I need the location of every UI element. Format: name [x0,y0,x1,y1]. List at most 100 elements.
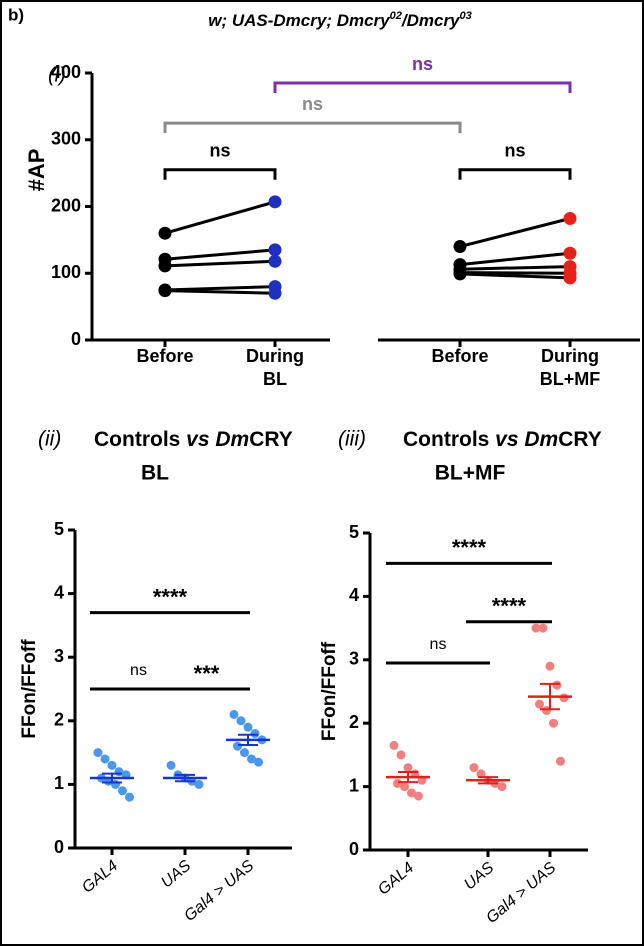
x-tick-label: GAL4 [375,859,417,898]
x-tick-label: Gal4 > UAS [181,857,257,925]
point [549,718,558,728]
significance-label: ns [302,94,323,114]
pair-line [164,285,276,292]
y-axis-label: FFon/FFoff [19,639,40,739]
point [233,741,242,751]
point [118,786,127,796]
pair-line [164,200,276,235]
x-tick-label: Before [136,346,193,366]
significance-bracket [273,81,572,94]
error-bar [398,771,418,784]
point [268,195,282,209]
pair-line [164,289,276,295]
point [243,722,253,732]
point [400,782,409,792]
error-bar [540,682,560,711]
y-tick-label: 2 [349,712,359,732]
title-part: Controls [94,428,186,451]
group-label: BL [263,369,287,389]
significance-label: *** [194,661,220,686]
title-part: vs [495,428,518,451]
y-tick-label: 0 [71,329,81,349]
significance-label: **** [153,584,188,609]
point [250,729,260,739]
y-axis-label: FFon/FFoff [319,641,340,741]
y-tick-label: 1 [54,773,64,793]
title-part: /Dmcry [401,11,461,30]
point [229,709,239,719]
pair-line [459,217,571,249]
point [453,240,467,254]
y-tick-label: 1 [349,775,359,795]
y-tick-label: 400 [51,62,81,82]
significance-label: ns [504,141,525,161]
pair-line [459,251,571,267]
point [469,763,479,773]
chart-subtitle: BL+MF [435,462,506,485]
title-part: w; UAS-Dmcry; Dmcry [208,11,391,30]
panel-number: (ii) [38,428,61,451]
point [559,693,569,703]
x-tick-label: Gal4 > UAS [483,859,559,927]
title-part: 03 [460,10,472,22]
y-axis-label: #AP [24,149,49,192]
point [538,623,548,633]
point [407,788,416,798]
point [268,254,282,268]
point [236,716,246,726]
point [531,623,541,633]
y-tick-label: 0 [349,839,359,859]
y-tick-label: 5 [54,519,64,539]
panel-number: (i) [48,64,66,86]
error-bar [238,733,258,746]
pair-line [459,265,571,271]
chart-subtitle: BL [141,462,169,485]
error-bar [478,776,498,785]
y-tick-label: 200 [51,195,81,215]
point [453,267,467,281]
point [535,699,544,709]
x-tick-label: During [541,346,599,366]
significance-label: ns [209,141,230,161]
point [107,760,117,770]
point [158,259,172,273]
point [545,661,555,671]
x-tick-label: Before [431,346,488,366]
pair-line [459,272,571,280]
point [396,750,406,760]
x-tick-label: UAS [158,857,194,891]
point [240,748,249,758]
pair-line [164,259,276,268]
point [125,792,134,802]
chart-title: Controls vs DmCRY [94,428,293,451]
point [563,271,577,285]
significance-label: ns [412,54,433,74]
y-tick-label: 2 [54,710,64,730]
chart-title: Controls vs DmCRY [403,428,602,451]
pair-line [164,248,276,261]
error-bar [102,772,122,784]
point [552,680,562,690]
title-part: CRY [558,428,602,451]
point [389,740,399,750]
point [254,757,263,767]
title-part: vs [186,428,209,451]
y-tick-label: 5 [349,522,359,542]
title-part: Controls [403,428,495,451]
y-tick-label: 3 [349,649,359,669]
title-part: Dm [215,428,249,451]
significance-label: **** [452,535,487,560]
title-part: CRY [249,428,293,451]
point [563,246,577,260]
point [414,791,423,801]
significance-bracket [458,168,572,180]
point [158,284,172,298]
y-tick-label: 4 [54,582,64,602]
y-tick-label: 4 [349,585,359,605]
figure-title: w; UAS-Dmcry; Dmcry02/Dmcry03 [208,10,472,31]
x-tick-label: UAS [461,859,497,893]
y-tick-label: 100 [51,262,81,282]
